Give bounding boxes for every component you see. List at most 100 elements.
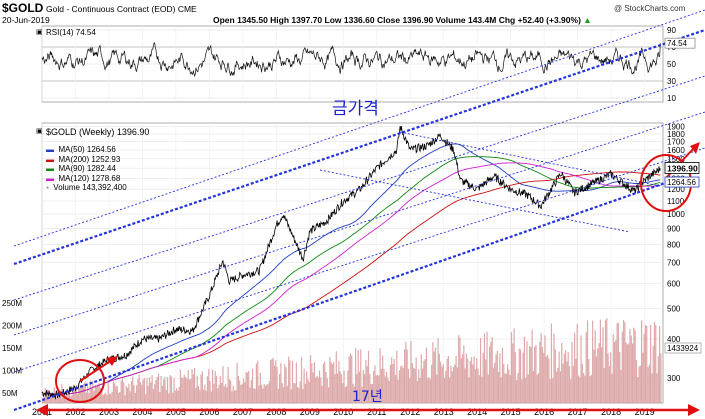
volume-value-tag [664,342,702,354]
volume-bar [101,387,103,403]
volume-legend: ▪ Volume 143,392,400 [46,177,127,195]
volume-bar [272,358,274,403]
volume-bar [396,350,398,403]
volume-bar [555,371,558,403]
volume-bar [52,395,54,403]
volume-bar [411,363,413,403]
ma120-legend-text: MA(120) 1278.68 [58,174,121,183]
volume-bar [164,376,166,403]
volume-bar [353,386,355,403]
volume-bar [173,378,175,403]
volume-bar [277,388,279,403]
volume-bar [342,383,344,403]
volume-bar [284,363,286,403]
volume-bar [219,375,221,403]
volume-bar [422,368,424,403]
volume-bar [370,383,372,403]
volume-bar [574,332,576,403]
volume-bar [47,389,49,403]
x-tick-label: 2014 [467,407,487,417]
volume-bar [362,369,364,403]
volume-bar [263,384,265,403]
down-channel-upper [399,131,661,187]
volume-bar [139,381,142,403]
volume-bar [625,342,627,403]
volume-legend-text: Volume 143,392,400 [53,183,127,192]
volume-bar [237,376,240,403]
upper-trendline [13,28,705,266]
volume-bar [210,391,212,403]
volume-bar [522,352,524,403]
volume-bar [156,376,158,403]
volume-bar [617,322,620,403]
chart-symbol: $GOLD [2,1,44,15]
volume-bar [429,379,431,403]
volume-bar [608,366,610,403]
volume-bar [280,362,282,403]
volume-bar [575,358,577,403]
volume-bar [87,386,89,403]
volume-bar [143,377,145,403]
volume-bar [223,386,225,403]
volume-bar [635,359,638,403]
price-tick-label: 1500 [667,155,685,164]
volume-bar [611,373,613,403]
volume-bar [646,325,648,403]
volume-bar [228,379,230,403]
volume-bar [514,352,516,403]
volume-bar [186,378,188,403]
x-tick-label: 2008 [266,407,286,417]
volume-bar [388,381,390,403]
volume-bar [326,378,328,403]
volume-bar [543,352,545,403]
volume-bar [473,356,475,403]
volume-bar [127,387,129,403]
volume-bar [360,349,362,403]
volume-bar [379,348,381,403]
volume-bar [299,381,301,403]
volume-bar [633,327,635,403]
price-icon: ▣ [36,128,43,135]
price-tick-label: 1000 [667,210,685,219]
volume-bar [384,376,386,403]
volume-bar [405,341,407,403]
volume-bar [486,331,488,403]
channel-line [13,147,705,373]
volume-bar [103,394,106,403]
volume-bar [276,367,278,403]
volume-bar [291,360,294,403]
volume-bar [118,393,120,403]
volume-bar [181,377,183,403]
channel-line [13,111,705,336]
volume-bar [415,357,417,403]
ma200-legend: ▬ MA(200) 1252.93 [46,149,120,167]
volume-bar [75,389,77,403]
x-tick-label: 2004 [132,407,152,417]
volume-bar [424,359,426,403]
x-tick-label: 2005 [166,407,186,417]
volume-bar [119,392,121,403]
volume-bar [495,354,497,403]
volume-bar [266,384,268,403]
ma90-legend: ▬ MA(90) 1282.44 [46,158,116,176]
ma50-value-tag [664,176,700,188]
volume-bar [179,369,182,403]
volume-bar [248,370,250,403]
volume-bar [630,335,632,403]
volume-bar [629,328,631,403]
volume-bar [496,350,498,403]
volume-bar [107,380,109,403]
x-tick-label: 2012 [400,407,420,417]
channel-line [13,75,705,301]
volume-bar [519,349,522,403]
volume-bar [347,370,349,403]
volume-bar [271,359,273,403]
rsi-value-tag-text: 74.54 [667,39,688,48]
volume-bar [434,347,437,403]
volume-bar [622,319,625,403]
volume-bar [281,383,283,403]
volume-bar [333,362,335,403]
volume-bar [535,344,537,403]
volume-bar [559,371,562,403]
volume-bar [427,378,429,403]
